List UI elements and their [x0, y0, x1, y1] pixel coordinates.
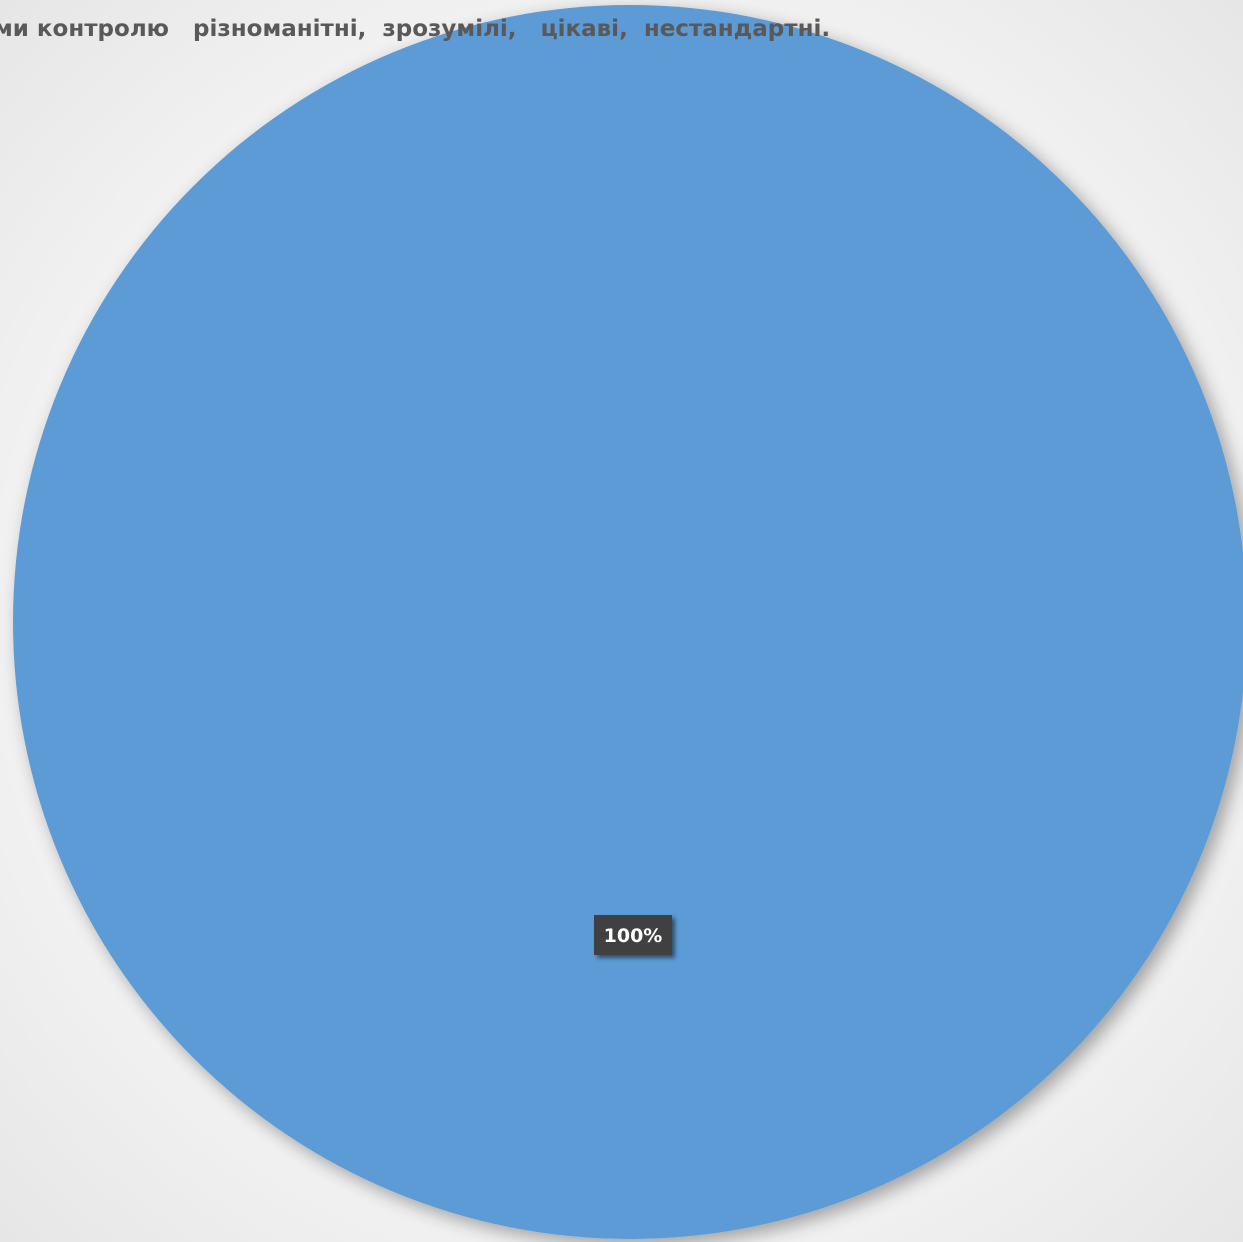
data-label-text: 100% [604, 925, 663, 947]
pie-slice [13, 5, 1243, 1239]
data-labels: 100% [594, 915, 672, 955]
data-label: 100% [594, 915, 672, 955]
data-label-box [594, 915, 672, 955]
pie-slices [13, 5, 1243, 1239]
chart-title: ми контролю різноманітні, зрозумілі, цік… [0, 16, 830, 42]
